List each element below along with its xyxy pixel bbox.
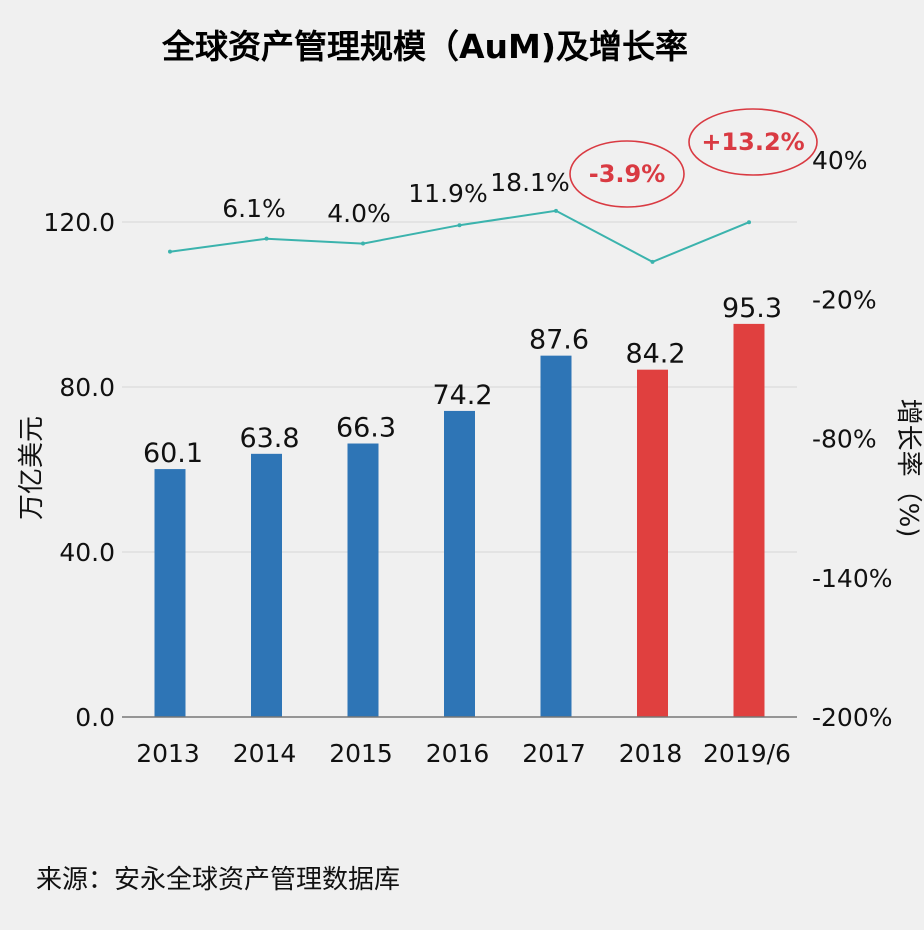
y-tick-label: 120.0 [43, 208, 115, 237]
bar-value-label: 74.2 [432, 380, 492, 411]
growth-point [747, 220, 751, 225]
y2-axis-title: 增长率（%) [893, 399, 923, 538]
x-tick-label: 2017 [522, 739, 586, 768]
growth-line-series: 6.1% 4.0% 11.9% 18.1% -3.9% +13.2% [168, 108, 818, 264]
x-tick-label: 2018 [619, 739, 683, 768]
chart-title: 全球资产管理规模（AuM)及增长率 [161, 27, 688, 66]
x-tick-label: 2013 [136, 739, 200, 768]
bar [154, 469, 186, 717]
bar-value-label: 95.3 [722, 293, 782, 324]
growth-label-highlight: +13.2% [701, 128, 804, 156]
x-tick-label: 2016 [426, 739, 490, 768]
bar [444, 410, 475, 717]
y-tick-label: 0.0 [75, 703, 115, 732]
growth-label-highlight: -3.9% [589, 160, 666, 188]
y2-tick-label: -140% [812, 564, 893, 593]
y-tick-label: 80.0 [59, 373, 115, 402]
y2-tick-label: -200% [812, 703, 893, 732]
bar [733, 323, 765, 717]
highlight-circle [569, 140, 685, 208]
growth-label: 4.0% [327, 199, 391, 228]
bar-value-label: 84.2 [625, 339, 685, 370]
growth-point [264, 236, 269, 241]
y2-tick-label: 40% [812, 146, 868, 175]
left-axis-ticks: 0.0 40.0 80.0 120.0 [43, 208, 115, 732]
growth-point [457, 223, 462, 228]
growth-label: 18.1% [490, 168, 569, 197]
x-tick-label: 2015 [329, 739, 393, 768]
x-tick-label: 2014 [233, 739, 297, 768]
growth-point [168, 249, 172, 254]
bar-value-label: 66.3 [336, 413, 396, 444]
x-tick-label: 2019/6 [703, 739, 791, 768]
bar [251, 453, 282, 717]
right-axis-ticks: -200% -140% -80% -20% 40% [812, 146, 893, 732]
growth-point [361, 241, 365, 246]
y2-tick-label: -20% [812, 285, 877, 314]
bar-series: 60.1 63.8 66.3 74.2 87.6 84.2 95.3 [143, 293, 782, 717]
bar [540, 355, 572, 717]
y2-tick-label: -80% [812, 425, 877, 454]
growth-point [650, 259, 655, 264]
bar-value-label: 63.8 [239, 423, 299, 454]
bar-value-label: 87.6 [529, 325, 589, 356]
bar [347, 443, 379, 717]
growth-label: 6.1% [222, 194, 286, 223]
growth-point [554, 208, 558, 213]
x-axis-ticks: 2013 2014 2015 2016 2017 2018 2019/6 [136, 739, 791, 768]
y-axis-title: 万亿美元 [17, 416, 47, 520]
growth-label: 11.9% [408, 179, 487, 208]
bar-value-label: 60.1 [143, 438, 203, 469]
bar [637, 369, 668, 717]
y-tick-label: 40.0 [59, 538, 115, 567]
source-note: 来源：安永全球资产管理数据库 [36, 865, 400, 895]
highlight-circle [688, 108, 818, 176]
